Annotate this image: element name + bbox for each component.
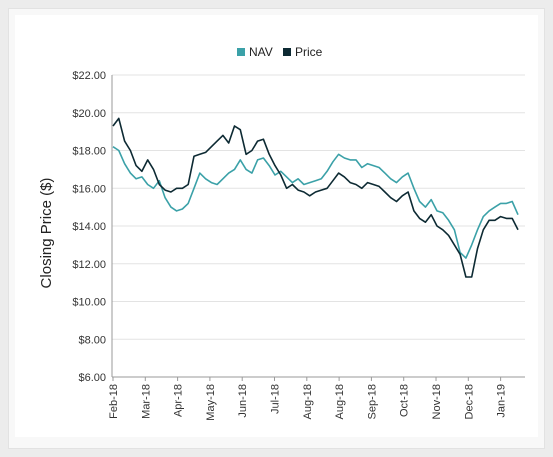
chart-card: NAV Price $6.00 $8.00 $10.00 $12.00 $14.00 $1… [15, 15, 538, 437]
y-tick-label: $8.00 [78, 334, 106, 346]
x-tick-label: Feb-18 [108, 384, 120, 419]
y-axis-title: Closing Price ($) [38, 178, 55, 289]
line-chart: NAV Price $6.00 $8.00 $10.00 $12.00 $14.00 $1… [38, 45, 525, 421]
y-tick-label: $16.00 [72, 183, 106, 195]
y-tick-label: $14.00 [72, 221, 106, 233]
x-tick-label: Dec-18 [463, 384, 475, 419]
gridlines [112, 74, 525, 378]
x-tick-label: Mar-18 [140, 384, 152, 419]
x-tick-label: Nov-18 [431, 384, 443, 419]
legend-swatch-price [283, 48, 291, 56]
x-tick-label: Oct-18 [399, 384, 411, 417]
series-line-price [112, 117, 519, 278]
chart-frame: NAV Price $6.00 $8.00 $10.00 $12.00 $14.00 $1… [8, 8, 545, 449]
y-tick-label: $10.00 [72, 297, 106, 309]
series-lines [112, 117, 519, 278]
legend-swatch-nav [237, 48, 245, 56]
x-tick-label: Jan-19 [496, 384, 508, 418]
y-tick-label: $12.00 [72, 259, 106, 271]
y-tick-label: $18.00 [72, 146, 106, 158]
x-tick-label: Jul-18 [270, 384, 282, 414]
legend-label-price: Price [295, 45, 323, 59]
x-tick-label: May-18 [205, 384, 217, 421]
x-tick-label: Jun-18 [237, 384, 249, 418]
series-line-nav [112, 146, 519, 259]
y-tick-label: $6.00 [78, 372, 106, 384]
legend: NAV Price [237, 45, 323, 59]
x-tick-label: Apr-18 [173, 384, 185, 417]
x-tick-label: Aug-18 [334, 384, 346, 419]
x-axis: Feb-18 Mar-18 Apr-18 May-18 Jun-18 Jul-18 Aug-… [108, 376, 525, 421]
x-tick-label: Sep-18 [366, 384, 378, 419]
y-tick-label: $20.00 [72, 108, 106, 120]
legend-label-nav: NAV [249, 45, 273, 59]
y-axis: $6.00 $8.00 $10.00 $12.00 $14.00 $16.00 $18.00… [72, 70, 113, 384]
x-tick-label: Aug-18 [302, 384, 314, 419]
y-tick-label: $22.00 [72, 70, 106, 82]
